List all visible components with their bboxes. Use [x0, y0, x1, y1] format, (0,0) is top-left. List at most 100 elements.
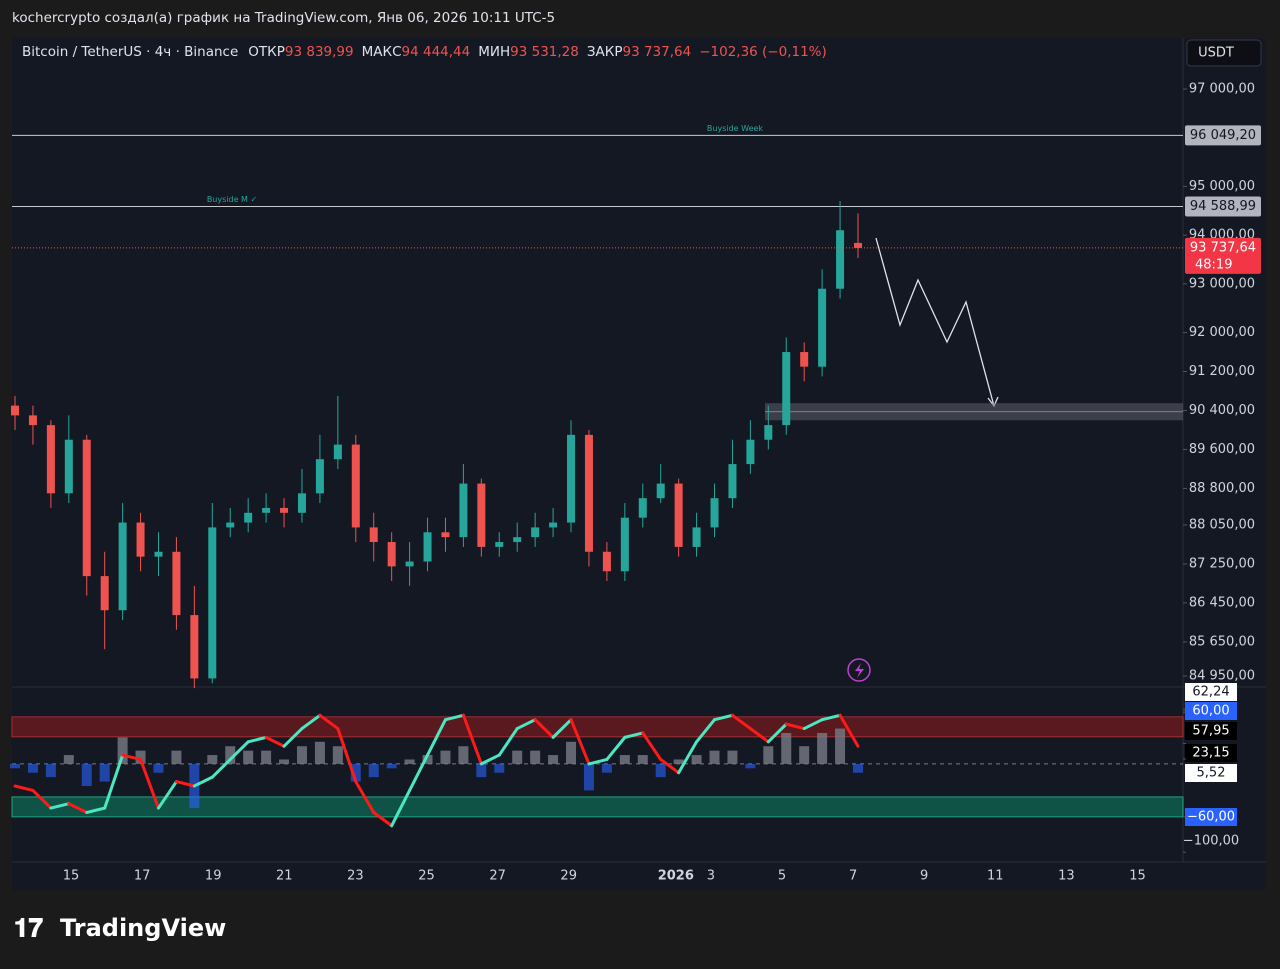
- wave-segment: [695, 718, 717, 744]
- x-tick-label: 7: [849, 869, 857, 884]
- histogram-bar: [745, 763, 756, 769]
- currency-button[interactable]: [1186, 39, 1262, 67]
- histogram-bar: [99, 763, 110, 782]
- badge: [1185, 808, 1237, 826]
- wave-segment: [228, 740, 250, 761]
- footer-logo: TradingView: [60, 914, 226, 942]
- candle-body: [620, 517, 629, 572]
- wave-segment: [659, 757, 681, 775]
- wave-segment: [461, 713, 483, 766]
- histogram-bar: [368, 763, 379, 778]
- histogram-bar: [279, 759, 290, 764]
- wave-segment: [479, 753, 501, 766]
- wave-segment: [121, 753, 143, 761]
- badge: [1185, 764, 1237, 782]
- candle-body: [262, 507, 271, 513]
- y-tick-label: 93 000,00: [1189, 276, 1255, 291]
- legend-value: 94 444,44: [402, 44, 471, 60]
- histogram-bar: [566, 741, 577, 764]
- candle-body: [11, 405, 19, 416]
- histogram-bar: [512, 750, 523, 764]
- wave-segment: [730, 713, 752, 731]
- level-name: Buyside M ✓: [207, 195, 257, 204]
- histogram-bar: [655, 763, 666, 778]
- candle-body: [584, 434, 593, 552]
- x-tick-label: 29: [560, 869, 577, 884]
- candle-body: [674, 483, 683, 547]
- legend-label: МАКС: [362, 44, 402, 60]
- candle-body: [136, 522, 145, 557]
- histogram-bar: [440, 750, 451, 764]
- histogram-bar: [817, 732, 828, 764]
- wave-segment: [497, 727, 519, 757]
- x-tick-label: 15: [63, 869, 80, 884]
- badge-label: −60,00: [1187, 810, 1235, 825]
- candle-body: [369, 527, 378, 543]
- histogram-bar: [171, 750, 182, 764]
- legend-value: 93 737,64: [622, 44, 691, 60]
- candle-body: [333, 444, 342, 460]
- wave-segment: [318, 713, 340, 731]
- x-tick-label: 17: [134, 869, 151, 884]
- last-price-badge: [1185, 237, 1261, 274]
- histogram-bar: [637, 755, 648, 764]
- badge-label: 23,15: [1192, 746, 1229, 761]
- alert-bolt: [855, 663, 864, 678]
- candle-body: [854, 242, 862, 248]
- wave-segment: [551, 718, 573, 739]
- wave-segment: [408, 753, 430, 792]
- candle-body: [710, 498, 719, 528]
- candle-body: [549, 522, 558, 528]
- y-tick-label: 92 000,00: [1189, 325, 1255, 340]
- candle-body: [459, 483, 468, 538]
- level-label: 96 049,20: [1190, 128, 1256, 143]
- badge: [1185, 683, 1237, 701]
- alert-icon[interactable]: [847, 658, 871, 682]
- wave-segment: [605, 735, 627, 761]
- wave-segment: [443, 713, 465, 722]
- candle-body: [118, 522, 127, 611]
- candle-body: [82, 439, 91, 577]
- histogram-bar: [207, 755, 218, 764]
- candle-body: [692, 527, 701, 547]
- legend: Bitcoin / TetherUS · 4ч · Binance ОТКР 93 …: [22, 44, 827, 60]
- histogram-bar: [476, 763, 487, 778]
- candle-body: [656, 483, 665, 499]
- y-tick-label: 89 600,00: [1189, 442, 1255, 457]
- x-tick-label: 2026: [658, 869, 694, 884]
- os-zone: [11, 796, 1184, 818]
- candle-body: [513, 537, 522, 543]
- candle-body: [405, 561, 414, 567]
- candle-body: [638, 498, 647, 518]
- histogram-bar: [763, 746, 774, 764]
- histogram-bar: [835, 728, 846, 764]
- x-tick-label: 27: [489, 869, 506, 884]
- legend-label: ЗАКР: [587, 44, 623, 60]
- histogram-bar: [709, 750, 720, 764]
- wave-segment: [300, 713, 322, 731]
- wave-segment: [677, 740, 699, 775]
- candle-body: [244, 512, 253, 523]
- y-tick-label: 85 650,00: [1189, 634, 1255, 649]
- histogram-bar: [601, 763, 612, 773]
- wave-segment: [336, 727, 358, 784]
- wave-segment: [390, 788, 412, 828]
- histogram-bar: [261, 750, 272, 764]
- legend-value: 93 839,99: [285, 44, 354, 60]
- histogram-bar: [404, 759, 415, 764]
- chart-bg: [12, 38, 1266, 890]
- wave-segment: [210, 757, 232, 779]
- x-tick-label: 21: [276, 869, 293, 884]
- candle-body: [782, 352, 791, 426]
- currency[interactable]: USDT: [1198, 46, 1234, 61]
- candle-body: [746, 439, 755, 465]
- histogram-bar: [63, 755, 74, 764]
- legend-label: ОТКР: [248, 44, 285, 60]
- last-price-label: 93 737,64: [1190, 240, 1256, 255]
- wave-segment: [156, 780, 178, 810]
- countdown: 48:19: [1195, 257, 1232, 272]
- chart-title: Bitcoin / TetherUS · 4ч · Binance: [22, 44, 238, 60]
- y-tick-label: 88 050,00: [1189, 517, 1255, 532]
- badge: [1185, 744, 1237, 762]
- level-name: Buyside Week: [707, 124, 764, 133]
